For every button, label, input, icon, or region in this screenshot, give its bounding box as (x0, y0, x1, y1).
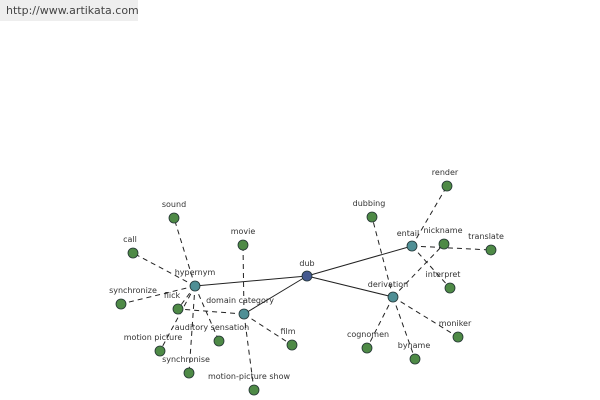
node-label: dub (299, 259, 314, 268)
node (387, 291, 399, 303)
dashed-edge (392, 296, 416, 360)
node-label: synchronize (109, 286, 157, 295)
node (238, 308, 250, 320)
dashed-edge (392, 296, 459, 338)
edge (243, 275, 308, 315)
dashed-edge (371, 216, 394, 298)
node-label: motion-picture show (208, 372, 291, 381)
dashed-edge (120, 285, 196, 305)
node (406, 240, 418, 252)
site-url[interactable]: http://www.artikata.com (6, 4, 139, 17)
node (213, 335, 225, 347)
node-label: render (432, 168, 459, 177)
node-label: derivation (368, 280, 408, 289)
dashed-edge (194, 285, 220, 342)
node-label: auditory sensation (175, 323, 249, 332)
node (237, 239, 249, 251)
node-label: interpret (426, 270, 461, 279)
dashed-edge (243, 313, 255, 391)
header: http://www.artikata.com (0, 0, 139, 21)
node-label: synchronise (162, 355, 210, 364)
node (485, 244, 497, 256)
node-label: movie (231, 227, 256, 236)
edge (194, 275, 308, 287)
node-label: nickname (423, 226, 462, 235)
dashed-edge (392, 243, 445, 298)
node (409, 353, 421, 365)
node (248, 384, 260, 396)
edge (306, 275, 394, 298)
node-label: entail (397, 229, 419, 238)
dashed-edge (159, 285, 196, 352)
node (441, 180, 453, 192)
dashed-edge (366, 296, 394, 349)
dashed-edge (411, 185, 448, 247)
dashed-edge (173, 217, 196, 287)
node-label: flick (164, 291, 181, 300)
dashed-edge (243, 313, 293, 346)
dashed-edge (411, 245, 492, 251)
node (115, 298, 127, 310)
dashed-edge (188, 285, 196, 374)
node-label: moniker (439, 319, 472, 328)
node (366, 211, 378, 223)
node (301, 270, 313, 282)
dashed-edge (411, 245, 451, 289)
node-label: sound (162, 200, 186, 209)
node (168, 212, 180, 224)
node (189, 280, 201, 292)
node (361, 342, 373, 354)
node (154, 345, 166, 357)
node (444, 282, 456, 294)
dashed-edge (242, 244, 245, 315)
node-label: call (123, 235, 137, 244)
dashed-edge (132, 252, 196, 287)
node (183, 367, 195, 379)
node (127, 247, 139, 259)
node (286, 339, 298, 351)
node-label: translate (468, 232, 504, 241)
node (438, 238, 450, 250)
edge (306, 245, 413, 277)
node-label: domain category (206, 296, 274, 305)
node (452, 331, 464, 343)
node-label: dubbing (353, 199, 386, 208)
node (172, 303, 184, 315)
dashed-edge (177, 308, 245, 315)
node-label: cognomen (347, 330, 389, 339)
node-label: film (280, 327, 295, 336)
node-label: hypernym (175, 268, 216, 277)
node-label: motion picture (124, 333, 183, 342)
node-label: byname (398, 341, 431, 350)
